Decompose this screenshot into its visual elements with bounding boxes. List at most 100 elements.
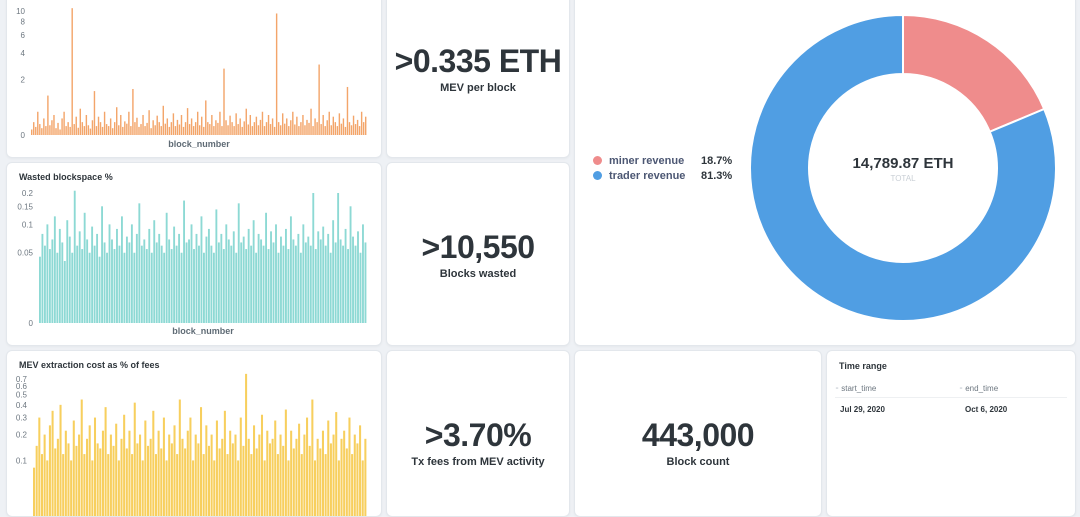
bar[interactable] — [351, 454, 354, 516]
revenue-donut-chart[interactable] — [575, 0, 1075, 345]
bar[interactable] — [43, 118, 45, 135]
bar[interactable] — [299, 252, 302, 323]
bar[interactable] — [332, 434, 335, 516]
bar[interactable] — [324, 454, 327, 516]
bar[interactable] — [321, 430, 324, 516]
bar[interactable] — [166, 118, 169, 135]
bar[interactable] — [164, 123, 167, 135]
bar[interactable] — [267, 249, 270, 323]
bar[interactable] — [349, 206, 352, 323]
bar[interactable] — [312, 193, 315, 323]
bar[interactable] — [66, 220, 69, 323]
bar[interactable] — [41, 128, 43, 135]
bar[interactable] — [269, 124, 272, 135]
bar[interactable] — [51, 239, 54, 323]
bar[interactable] — [247, 438, 250, 516]
bar[interactable] — [63, 260, 66, 323]
bar[interactable] — [45, 126, 47, 135]
bar[interactable] — [344, 126, 347, 135]
bar[interactable] — [255, 116, 258, 135]
bar[interactable] — [253, 122, 256, 135]
bar[interactable] — [348, 122, 351, 135]
bar[interactable] — [318, 64, 320, 135]
bar[interactable] — [199, 125, 201, 135]
bar[interactable] — [324, 126, 326, 135]
bar[interactable] — [327, 233, 330, 323]
bar[interactable] — [116, 228, 118, 323]
bar[interactable] — [226, 454, 229, 516]
bar[interactable] — [104, 407, 107, 516]
bar[interactable] — [56, 252, 59, 323]
bar[interactable] — [120, 114, 122, 135]
bar[interactable] — [135, 233, 138, 323]
bar[interactable] — [113, 249, 116, 323]
bar[interactable] — [202, 454, 205, 516]
bar[interactable] — [243, 121, 245, 135]
bar[interactable] — [158, 233, 161, 323]
bar[interactable] — [77, 127, 79, 135]
bar[interactable] — [162, 417, 165, 516]
bar[interactable] — [154, 125, 156, 135]
bar[interactable] — [130, 224, 133, 323]
bar[interactable] — [178, 399, 181, 516]
bar[interactable] — [123, 414, 126, 516]
bar[interactable] — [237, 124, 239, 135]
bar[interactable] — [302, 114, 304, 135]
bar[interactable] — [205, 100, 207, 135]
bar[interactable] — [273, 126, 276, 135]
bar[interactable] — [195, 233, 198, 323]
bar[interactable] — [86, 438, 89, 516]
bar[interactable] — [212, 252, 215, 323]
bar[interactable] — [156, 115, 158, 135]
bar[interactable] — [188, 124, 191, 135]
bar[interactable] — [194, 434, 197, 516]
bar[interactable] — [294, 245, 297, 323]
bar[interactable] — [290, 430, 293, 516]
bar[interactable] — [356, 443, 359, 516]
bar[interactable] — [73, 124, 75, 135]
bar[interactable] — [128, 430, 131, 516]
bar[interactable] — [249, 114, 252, 135]
bar[interactable] — [205, 236, 208, 323]
bar[interactable] — [223, 68, 225, 135]
bar[interactable] — [53, 216, 56, 323]
bar[interactable] — [258, 434, 261, 516]
bar[interactable] — [306, 417, 309, 516]
bar[interactable] — [43, 434, 46, 516]
bar[interactable] — [128, 242, 131, 323]
bar[interactable] — [72, 420, 75, 516]
bar[interactable] — [138, 203, 141, 323]
bar[interactable] — [79, 108, 81, 135]
bar[interactable] — [33, 122, 35, 135]
bar[interactable] — [326, 120, 328, 135]
bar[interactable] — [234, 434, 237, 516]
bar[interactable] — [88, 252, 91, 323]
bar[interactable] — [71, 8, 73, 136]
bar[interactable] — [190, 118, 193, 135]
bar[interactable] — [250, 454, 253, 516]
bar[interactable] — [343, 430, 346, 516]
bar[interactable] — [309, 245, 312, 323]
bar[interactable] — [322, 114, 324, 135]
bar[interactable] — [178, 233, 181, 323]
bar[interactable] — [71, 252, 74, 323]
bar[interactable] — [173, 425, 176, 516]
bar[interactable] — [227, 239, 230, 323]
bar[interactable] — [148, 110, 150, 135]
bar[interactable] — [307, 236, 310, 323]
bar[interactable] — [308, 445, 311, 516]
bar[interactable] — [46, 460, 49, 516]
bar[interactable] — [111, 239, 113, 323]
bar[interactable] — [285, 228, 287, 323]
column-header-end-time[interactable]: ⁃ end_time — [959, 384, 999, 393]
bar[interactable] — [335, 412, 338, 516]
bar[interactable] — [124, 121, 126, 135]
bar[interactable] — [76, 245, 79, 323]
bar[interactable] — [320, 124, 322, 135]
bar[interactable] — [107, 126, 110, 135]
bar[interactable] — [185, 242, 188, 323]
bar[interactable] — [142, 114, 144, 135]
bar[interactable] — [207, 445, 210, 516]
bar[interactable] — [342, 118, 345, 135]
bar[interactable] — [275, 224, 277, 323]
